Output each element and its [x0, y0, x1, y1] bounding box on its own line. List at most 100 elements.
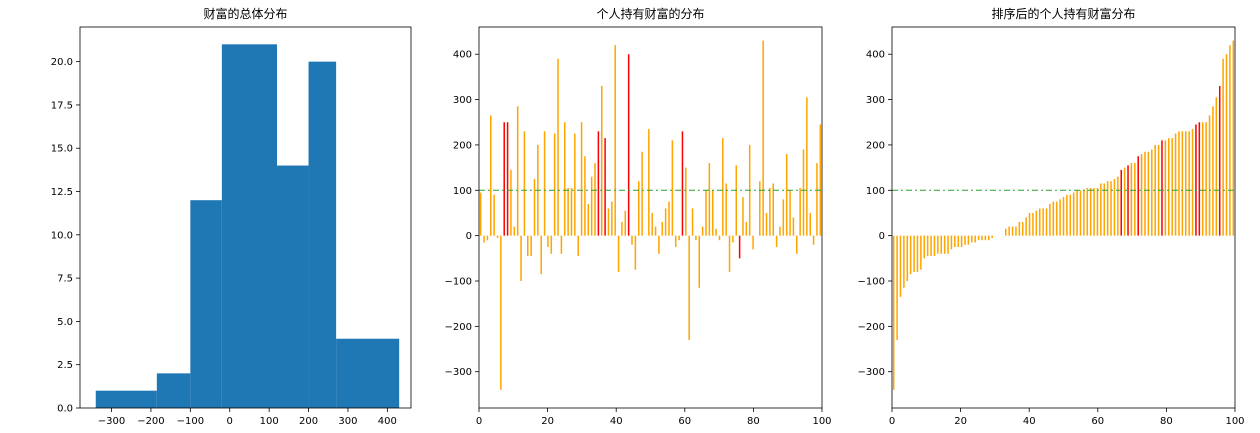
wealth-bar — [779, 226, 781, 236]
highlighted-bar — [1120, 169, 1122, 236]
wealth-bar — [762, 40, 764, 236]
wealth-bar — [540, 235, 542, 275]
y-tick-label: 7.5 — [57, 274, 73, 285]
x-tick-label: 60 — [678, 416, 691, 427]
wealth-bar — [483, 235, 485, 243]
histogram-bar — [308, 61, 337, 409]
wealth-bar — [1113, 178, 1116, 236]
wealth-bar — [1008, 226, 1010, 236]
x-tick-label: 100 — [1225, 416, 1244, 427]
wealth-bar — [530, 235, 532, 257]
wealth-bar — [1164, 140, 1167, 236]
highlighted-bar — [1137, 156, 1139, 236]
highlighted-bar — [503, 122, 505, 236]
x-tick-label: 20 — [541, 416, 554, 427]
y-tick-label: −300 — [858, 367, 885, 378]
x-tick-label: 300 — [338, 416, 357, 427]
wealth-bar — [957, 235, 959, 247]
wealth-bar — [899, 235, 902, 297]
wealth-bar — [574, 133, 576, 236]
wealth-bar — [1205, 122, 1207, 236]
wealth-bar — [496, 235, 499, 238]
wealth-bar — [594, 163, 596, 236]
wealth-bar — [1032, 212, 1034, 236]
wealth-bar — [984, 235, 987, 241]
histogram-chart: 财富的总体分布 −300 −200 −100 0 100 200 300 400 0.0 2.5 5.… — [51, 6, 412, 427]
x-tick-label: 40 — [610, 416, 623, 427]
y-tick-label: 200 — [453, 140, 472, 151]
wealth-bar — [520, 235, 522, 281]
wealth-bar — [728, 235, 731, 272]
wealth-bar — [543, 131, 546, 236]
wealth-bar — [701, 226, 704, 236]
wealth-bar — [926, 235, 929, 257]
wealth-bar — [711, 190, 714, 236]
y-tick-label: 17.5 — [51, 100, 73, 111]
wealth-bar — [722, 138, 724, 236]
wealth-bar — [742, 197, 744, 236]
wealth-bar — [769, 188, 771, 236]
y-tick-label: 5.0 — [57, 317, 73, 328]
chart-title: 排序后的个人持有财富分布 — [991, 6, 1135, 21]
wealth-bar — [563, 122, 566, 236]
y-tick-label: −100 — [445, 277, 472, 288]
wealth-bar — [1151, 149, 1153, 236]
wealth-bar — [695, 235, 697, 241]
wealth-bar — [1052, 201, 1055, 236]
wealth-bar — [1178, 131, 1180, 236]
wealth-bar — [906, 235, 909, 281]
wealth-bar — [705, 190, 707, 236]
wealth-bar — [1168, 138, 1170, 236]
x-tick-label: 60 — [1091, 416, 1104, 427]
x-tick-label: 100 — [260, 416, 279, 427]
wealth-bar — [947, 235, 949, 254]
histogram-bar — [336, 338, 400, 408]
x-tick-label: 0 — [227, 416, 233, 427]
wealth-bar — [577, 235, 579, 257]
wealth-bar — [745, 222, 748, 236]
wealth-bar — [1086, 188, 1089, 236]
wealth-bar — [513, 226, 516, 236]
wealth-bar — [772, 183, 774, 236]
x-tick-label: 200 — [299, 416, 318, 427]
histogram-bar — [221, 44, 278, 409]
x-tick-label: 100 — [812, 416, 831, 427]
highlighted-bar — [1161, 140, 1163, 236]
wealth-bar — [752, 235, 754, 250]
wealth-bar — [909, 235, 912, 275]
wealth-bar — [691, 208, 694, 236]
highlighted-bar — [597, 131, 600, 236]
wealth-bar — [1018, 222, 1021, 236]
wealth-bar — [1181, 131, 1184, 236]
wealth-bar — [661, 222, 664, 236]
wealth-bar — [688, 235, 690, 340]
y-tick-label: 100 — [453, 186, 472, 197]
wealth-bar — [1117, 176, 1119, 236]
y-tick-label: 300 — [866, 95, 885, 106]
wealth-bar — [685, 167, 687, 236]
wealth-bar — [933, 235, 936, 257]
wealth-bar — [1042, 208, 1044, 236]
wealth-bar — [1103, 183, 1106, 236]
wealth-bar — [1171, 138, 1173, 236]
x-tick-label: 0 — [889, 416, 895, 427]
wealth-bar — [708, 163, 711, 236]
wealth-bar — [981, 235, 983, 241]
wealth-bar — [1212, 106, 1214, 236]
wealth-bar — [735, 165, 738, 236]
wealth-bar — [479, 192, 482, 236]
wealth-bar — [1147, 151, 1150, 236]
wealth-bar — [916, 235, 919, 272]
wealth-bar — [896, 235, 898, 340]
wealth-bar — [819, 124, 822, 236]
wealth-bar — [1106, 181, 1109, 236]
wealth-bar — [547, 235, 549, 247]
wealth-bar — [553, 133, 556, 236]
wealth-bar — [557, 58, 559, 236]
x-tick-label: 400 — [378, 416, 397, 427]
wealth-bar — [1011, 226, 1014, 236]
x-tick-label: −100 — [177, 416, 204, 427]
wealth-bar — [641, 151, 643, 236]
wealth-bar — [1096, 188, 1099, 236]
